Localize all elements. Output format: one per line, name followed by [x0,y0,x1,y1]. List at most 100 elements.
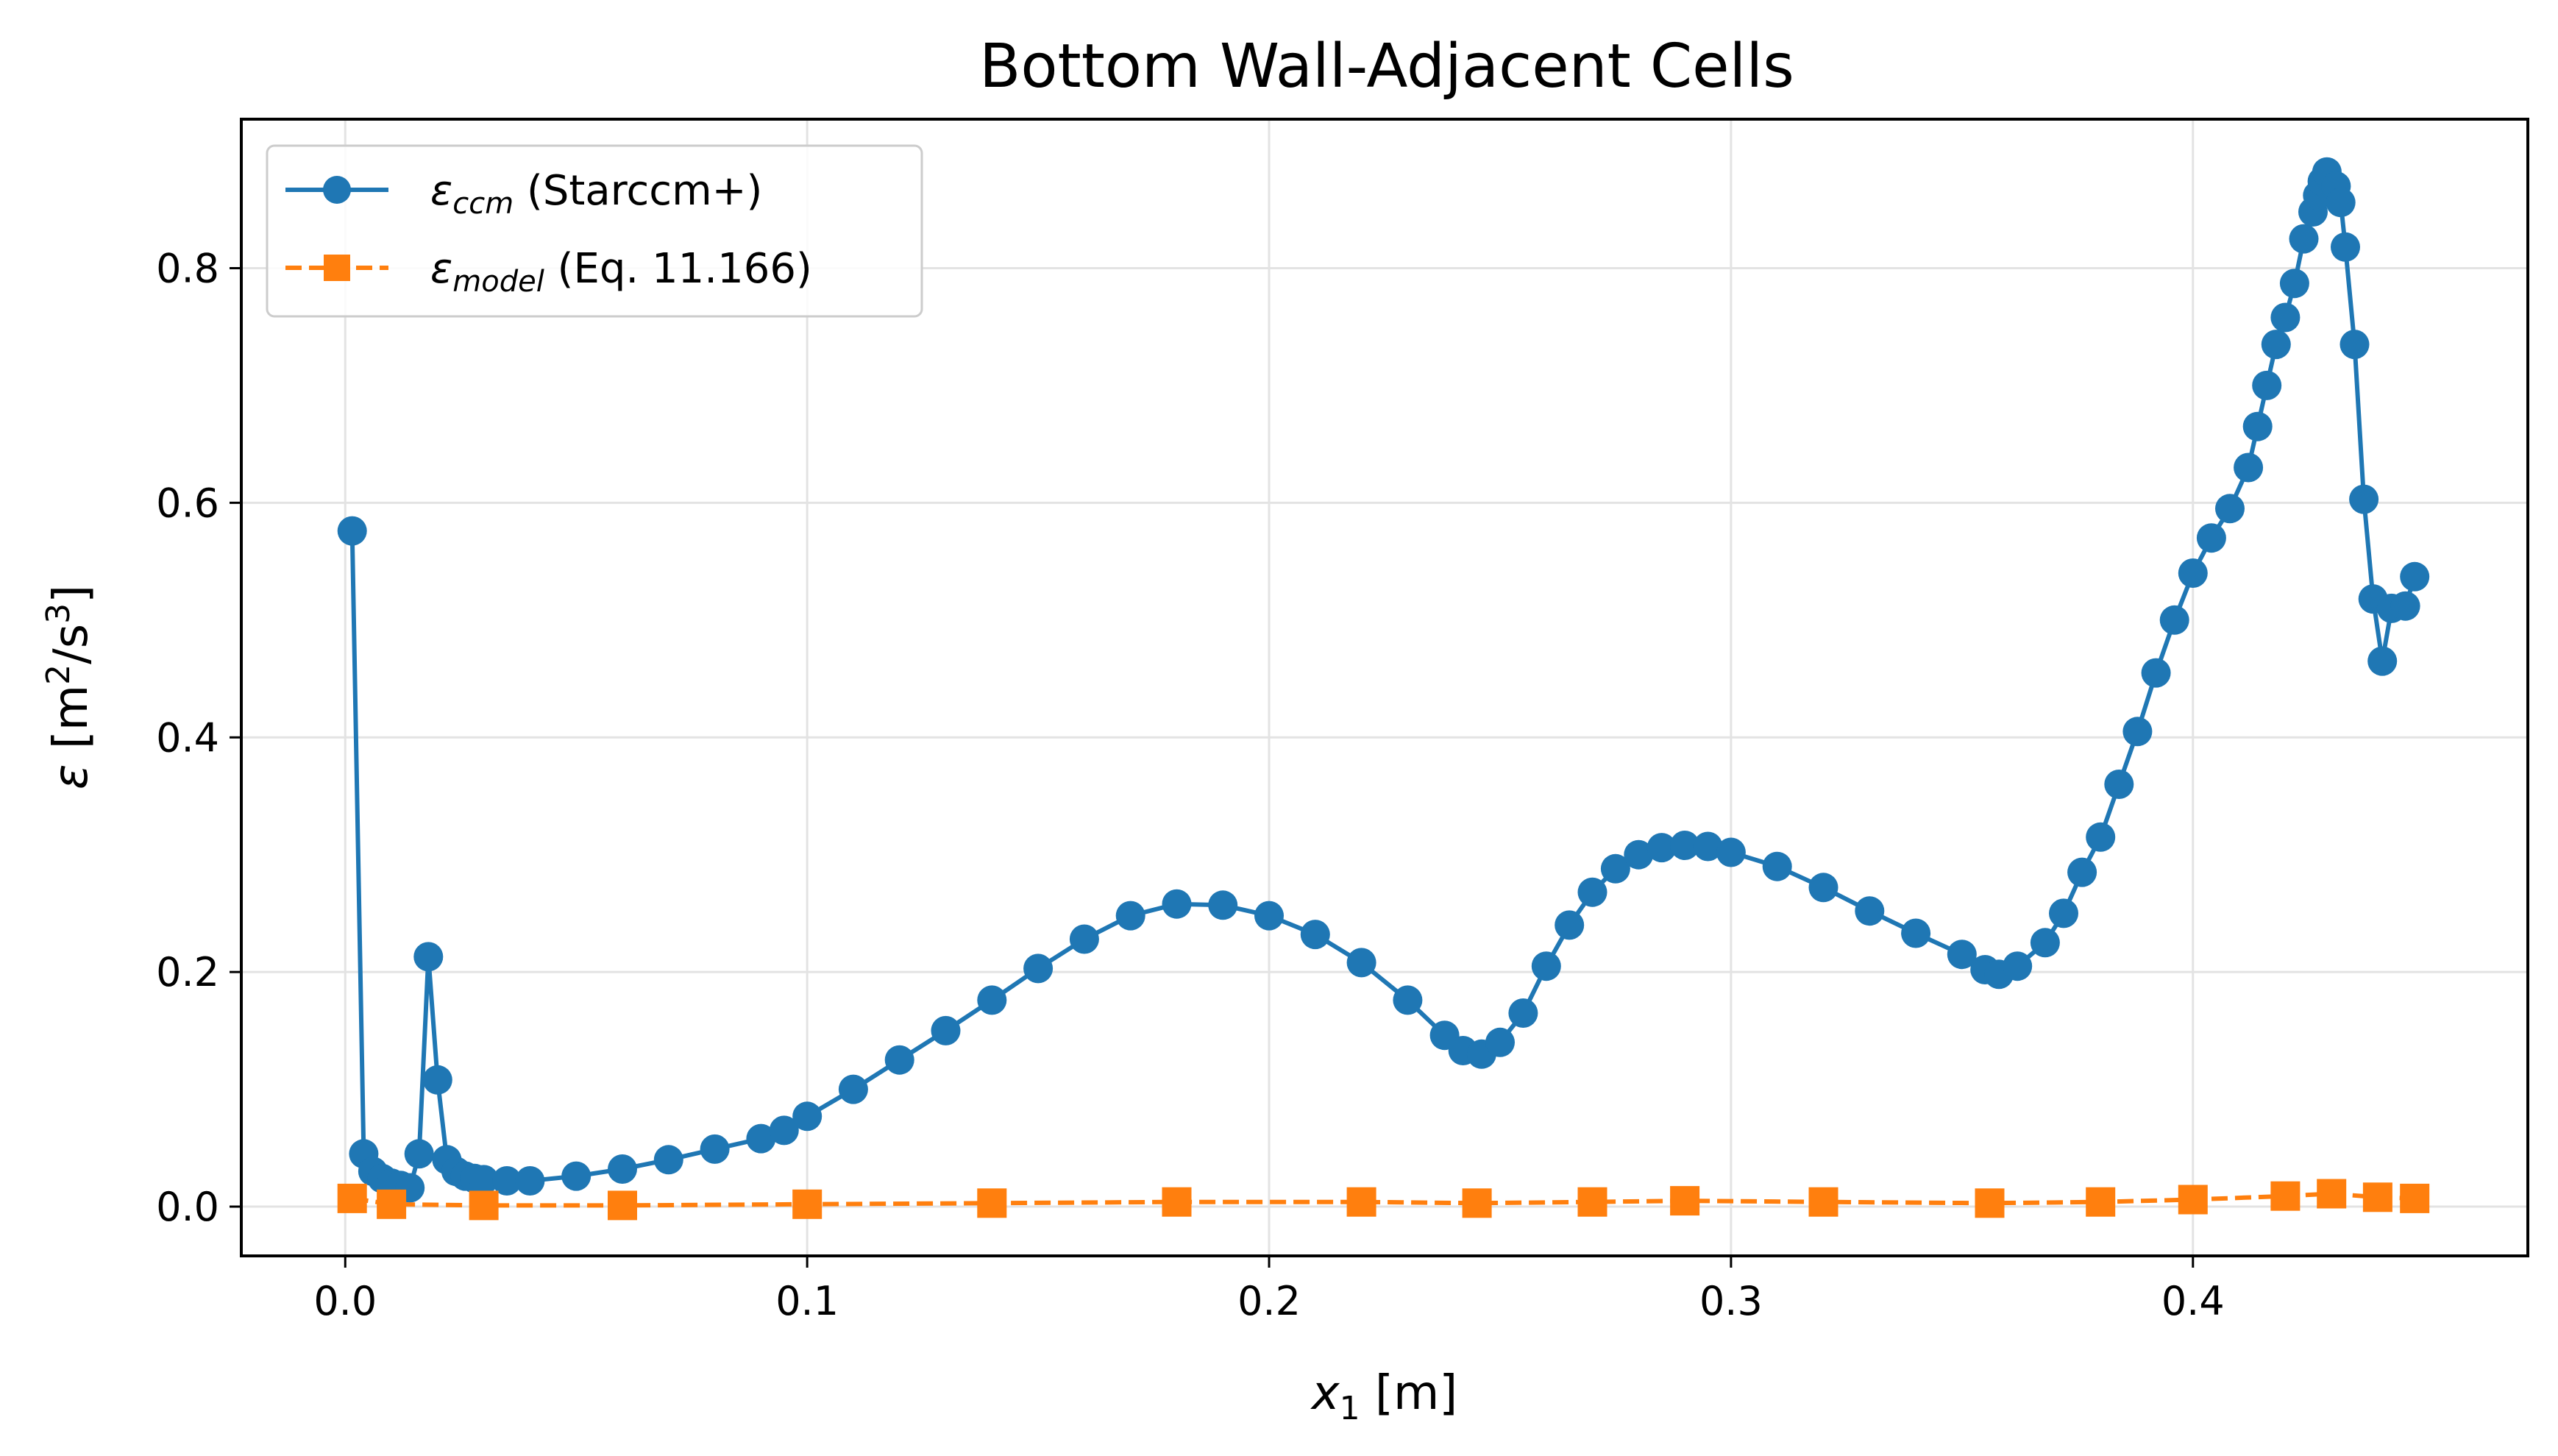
plot-frame [240,118,2529,1257]
data-point [1254,901,1284,931]
data-point [1670,1186,1700,1216]
data-point [1624,839,1654,870]
data-point [2339,330,2370,360]
data-point [1577,877,1607,907]
data-point [469,1190,499,1221]
data-point [792,1101,823,1132]
y-axis-label: ε [m2/s3] [40,585,99,789]
data-point [515,1166,545,1196]
data-point [2049,898,2078,928]
y-axis-label-var: ε [44,764,99,789]
data-point [1646,833,1677,863]
data-point [608,1154,637,1184]
legend-label-model-sub: model [452,265,544,299]
data-point [1855,896,1885,926]
data-point [884,1045,914,1075]
y-axis-label-sup-b: 3 [40,603,77,624]
data-point [1393,985,1423,1015]
data-point [2030,928,2060,958]
x-tick-label: 0.1 [775,1278,839,1324]
legend-entry-ccm: εccm (Starccm+) [285,167,762,221]
data-point [2326,188,2356,218]
data-point [1600,853,1630,884]
data-point [2122,717,2153,747]
data-point [746,1123,776,1154]
data-point [2400,1183,2430,1213]
x-tick-label: 0.2 [1237,1278,1301,1324]
data-point [608,1190,637,1221]
legend-label-model-var: ε [430,245,452,293]
x-axis-label-var: x [1310,1366,1340,1421]
data-point [700,1134,730,1164]
data-point [469,1165,499,1195]
data-point [2141,658,2171,688]
data-point [1901,918,1931,948]
legend-box [266,144,923,318]
data-point [838,1074,868,1104]
data-point [1208,890,1238,920]
data-point [492,1166,522,1196]
data-point [2270,1181,2301,1211]
legend-entry-model: εmodel (Eq. 11.166) [285,245,812,299]
legend-marker-ccm [323,176,351,204]
x-axis-label: x1 [m] [1310,1366,1458,1427]
data-point [1115,901,1145,931]
data-point [2367,646,2398,676]
data-point [1485,1027,1515,1057]
data-point [1162,1187,1192,1217]
y-tick-label: 0.6 [156,480,219,526]
data-point [1762,851,1792,881]
axis-ticks: 0.0 0.1 0.2 0.3 0.4 0.0 0.2 0.4 0.6 0.8 [156,245,2225,1324]
data-point [1693,831,1723,862]
x-tick-label: 0.0 [313,1278,377,1324]
data-point [931,1015,961,1045]
legend-label-ccm: εccm (Starccm+) [430,167,762,221]
data-point [1162,889,1192,919]
data-point [2242,411,2273,441]
data-point [2289,224,2319,254]
y-axis-label-unit-a: [m [44,685,99,764]
y-tick-label: 0.2 [156,949,219,995]
data-point [1346,1187,1376,1217]
data-point [413,942,444,972]
data-point [653,1145,683,1175]
legend-label-model: εmodel (Eq. 11.166) [430,245,812,299]
x-tick-label: 0.4 [2161,1278,2225,1324]
data-point [977,1188,1007,1218]
series-ccm [337,157,2430,1203]
data-point [2279,269,2309,299]
legend-label-model-rest: (Eq. 11.166) [544,245,812,293]
data-point [2196,523,2226,553]
y-axis-label-unit-c: ] [44,585,99,603]
chart-title: Bottom Wall-Adjacent Cells [979,32,1794,102]
series-model [337,1179,2430,1221]
data-point [1577,1187,1607,1217]
data-point [2159,605,2189,635]
data-point [2067,857,2097,887]
y-tick-label: 0.4 [156,714,219,761]
legend-marker-model [324,255,350,281]
legend: εccm (Starccm+) εmodel (Eq. 11.166) [266,144,923,318]
data-point [2215,494,2245,524]
data-point [2317,1179,2347,1209]
y-tick-label: 0.0 [156,1184,219,1230]
legend-label-ccm-sub: ccm [452,187,514,221]
y-axis-label-unit-b: /s [44,624,99,664]
legend-label-ccm-rest: (Starccm+) [514,167,762,215]
data-point [1069,924,1099,954]
data-point [1555,910,1585,940]
data-point [2400,561,2430,592]
data-point [2390,591,2420,621]
data-point [2252,370,2282,400]
data-point [2178,558,2208,588]
data-point [792,1189,823,1219]
x-axis-label-sub: 1 [1340,1390,1360,1427]
data-point [561,1161,591,1191]
data-point [404,1139,434,1169]
data-point [1975,1188,2005,1218]
data-point [1716,837,1746,867]
y-axis-label-sup-a: 2 [40,664,77,685]
data-point [2270,302,2301,333]
data-point [1300,920,1330,950]
